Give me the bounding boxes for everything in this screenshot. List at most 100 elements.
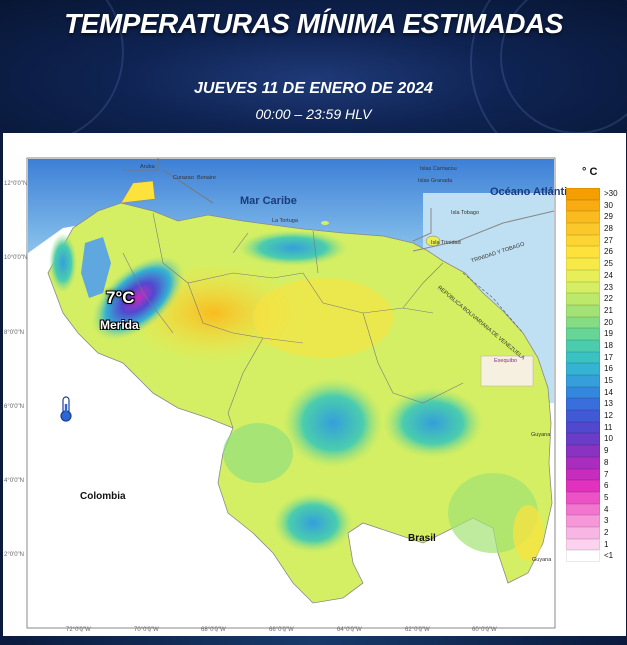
- lon-tick: 62°0'0"W: [405, 627, 430, 633]
- legend-swatch: [566, 188, 600, 200]
- legend-item: 6: [566, 480, 626, 492]
- legend-swatch: [566, 375, 600, 387]
- lon-tick: 64°0'0"W: [337, 627, 362, 633]
- legend-unit: ° C: [582, 166, 598, 178]
- legend-swatch: [566, 491, 600, 504]
- legend-label: 24: [604, 270, 613, 280]
- mild-zone: [223, 423, 293, 483]
- legend-swatch: [566, 293, 600, 305]
- ocean-label-1: Océano Atlántico: [490, 186, 581, 198]
- legend-label: 15: [604, 376, 613, 385]
- legend-label: 28: [604, 224, 613, 234]
- lon-tick: 66°0'0"W: [269, 627, 294, 633]
- legend-swatch: [566, 386, 600, 399]
- legend-label: 5: [604, 492, 609, 502]
- legend-label: 18: [604, 340, 613, 350]
- legend-label: 8: [604, 457, 609, 467]
- legend-swatch: [566, 199, 600, 212]
- cool-zone: [383, 388, 483, 458]
- legend-label: 11: [604, 422, 613, 432]
- legend-item: 11: [566, 421, 626, 434]
- frame-ticks: [81, 628, 489, 632]
- legend-item: 16: [566, 363, 626, 375]
- legend-label: 26: [604, 247, 613, 257]
- legend-swatch: [566, 339, 600, 352]
- forecast-date: JUEVES 11 DE ENERO DE 2024: [194, 80, 433, 97]
- legend-label: 7: [604, 469, 609, 479]
- la-tortuga-label: La Tortuga: [272, 218, 298, 224]
- carriacou-label: Islas Carriacou: [420, 166, 457, 172]
- granada-label: Islas Granada: [418, 178, 453, 184]
- guyana-label: Guyana: [531, 432, 551, 438]
- legend-label: 19: [604, 329, 613, 339]
- legend-label: 3: [604, 516, 609, 526]
- legend-swatch: [566, 269, 600, 282]
- legend-label: 13: [604, 399, 613, 409]
- legend-label: 6: [604, 481, 609, 491]
- legend-item: 1: [566, 538, 626, 551]
- legend-swatch: [566, 363, 600, 375]
- legend-swatch: [566, 526, 600, 539]
- legend-item: 24: [566, 269, 626, 282]
- temperature-map: [26, 157, 556, 632]
- legend-item: 27: [566, 234, 626, 247]
- legend-item: 26: [566, 246, 626, 259]
- legend-swatch: [566, 398, 600, 411]
- lon-tick: 72°0'0"W: [66, 627, 91, 633]
- legend-swatch: [566, 515, 600, 527]
- legend-item: 19: [566, 328, 626, 340]
- legend-label: 9: [604, 446, 609, 456]
- legend-swatch: [566, 503, 600, 516]
- lat-tick: 8°0'0"N: [4, 330, 25, 336]
- legend-item: 12: [566, 410, 626, 422]
- legend-label: 29: [604, 212, 613, 222]
- legend-label: 27: [604, 235, 613, 245]
- legend-label: 30: [604, 200, 613, 210]
- legend-swatch: [566, 258, 600, 270]
- legend-item: 15: [566, 375, 626, 387]
- temperature-legend: >30 30 29 28 27 26 25 24 23 22 21 20 19 18 17 16 15 14 13 1…: [566, 188, 626, 562]
- lat-tick: 12°0'0"N: [4, 181, 28, 187]
- time-range: 00:00 – 23:59 HLV: [255, 106, 372, 122]
- aruba-label: Aruba: [140, 164, 155, 170]
- legend-item: 20: [566, 316, 626, 329]
- warm-zone: [253, 278, 393, 358]
- maritime-boundary: [123, 158, 159, 171]
- paraguana-peninsula: [120, 180, 156, 204]
- lon-tick: 60°0'0"W: [472, 627, 497, 633]
- legend-swatch: [566, 351, 600, 364]
- warm-zone: [513, 505, 543, 561]
- legend-label: 4: [604, 504, 609, 514]
- legend-label: 2: [604, 527, 609, 537]
- decorative-swirl: [500, 0, 627, 133]
- legend-item: 7: [566, 468, 626, 481]
- maritime-boundary: [412, 210, 555, 252]
- legend-swatch: [566, 211, 600, 224]
- legend-item: 29: [566, 211, 626, 224]
- legend-swatch: [566, 445, 600, 457]
- trinidad-island: [425, 235, 441, 247]
- brasil-label: Brasil: [408, 533, 436, 544]
- legend-item: 2: [566, 526, 626, 539]
- tobago-label: Isla Tobago: [451, 210, 480, 216]
- bottom-strip: [0, 636, 627, 645]
- legend-item: 28: [566, 223, 626, 235]
- legend-label: 22: [604, 294, 613, 304]
- legend-swatch: [566, 246, 600, 259]
- legend-item: 25: [566, 258, 626, 270]
- maritime-boundary: [412, 208, 432, 242]
- lat-tick: 2°0'0"N: [4, 552, 25, 558]
- esequibo-note: [480, 355, 534, 387]
- legend-swatch: [566, 223, 600, 235]
- legend-label: 25: [604, 259, 613, 269]
- legend-item: 5: [566, 491, 626, 504]
- lon-tick: 68°0'0"W: [201, 627, 226, 633]
- andes-cold-zone: [91, 255, 185, 341]
- legend-label: 1: [604, 539, 609, 549]
- cool-zone: [238, 230, 348, 266]
- legend-item: 23: [566, 281, 626, 294]
- decorative-swirl: [470, 0, 627, 133]
- header-banner: TEMPERATURAS MÍNIMA ESTIMADAS JUEVES 11 …: [0, 0, 627, 133]
- legend-item: 4: [566, 503, 626, 516]
- legend-swatch: [566, 456, 600, 469]
